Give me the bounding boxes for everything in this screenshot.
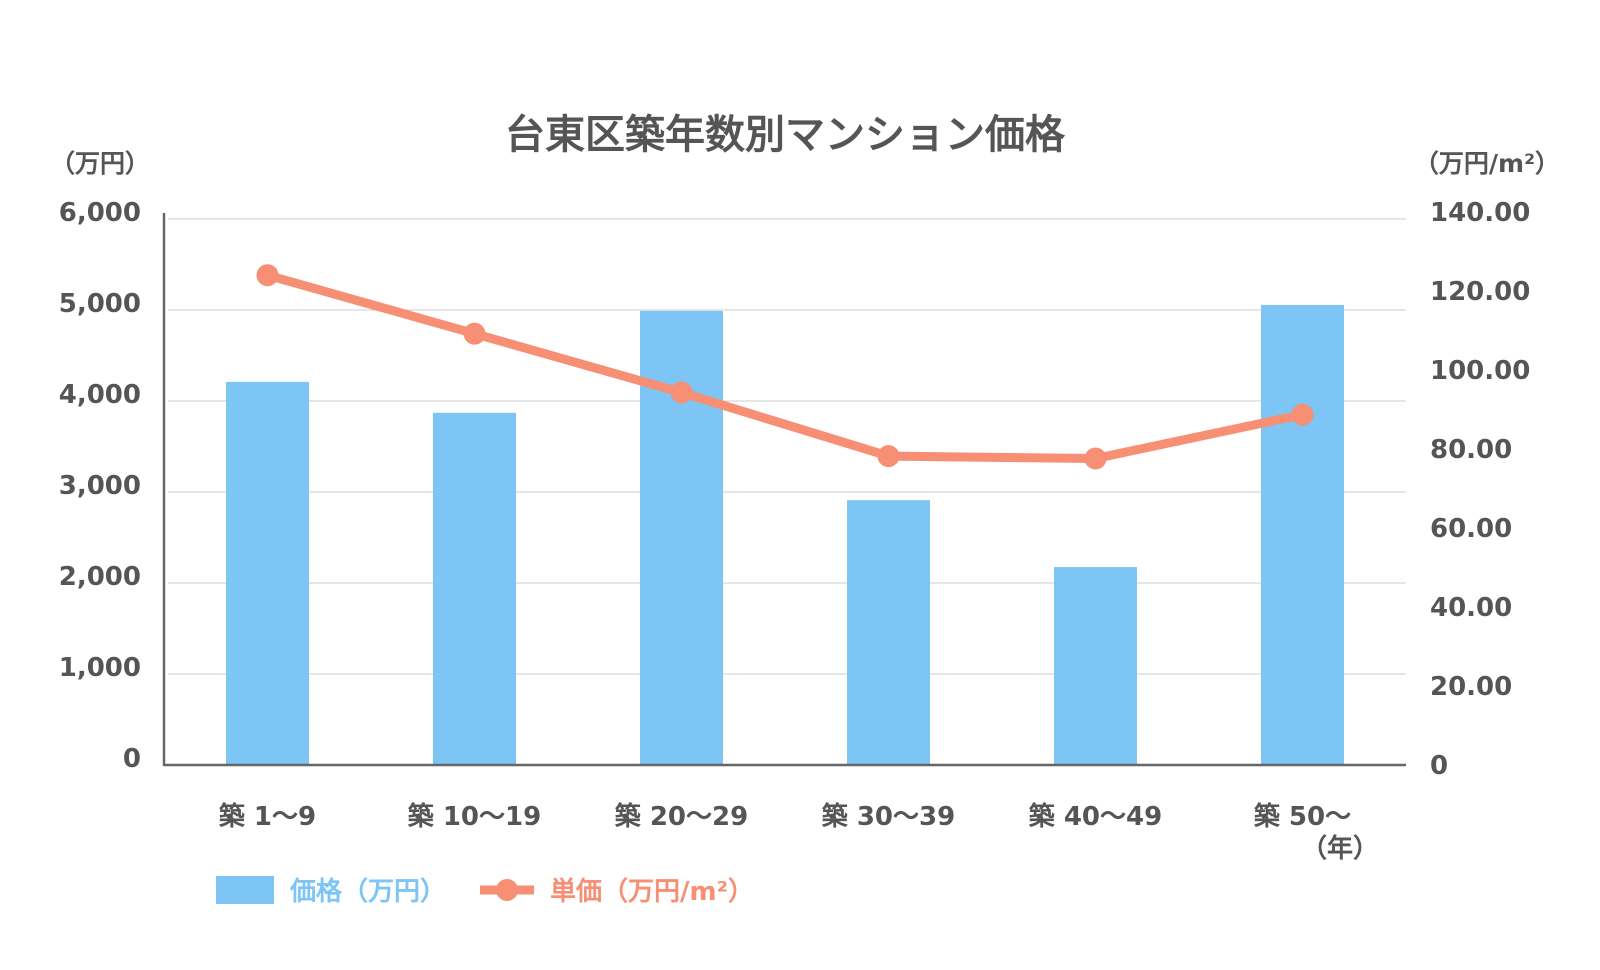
line-series — [256, 264, 1314, 470]
right-tick-label: 20.00 — [1430, 672, 1512, 702]
left-tick-label: 4,000 — [59, 380, 141, 410]
axes — [162, 213, 1406, 767]
legend-swatch-unit-price-marker — [496, 879, 518, 901]
legend-swatch-price — [216, 876, 274, 904]
unit-price-point — [256, 264, 279, 287]
right-tick-label: 140.00 — [1430, 198, 1530, 228]
right-tick-label: 80.00 — [1430, 435, 1512, 465]
bar-series — [226, 304, 1344, 765]
unit-price-point — [670, 381, 693, 404]
bar — [1261, 304, 1344, 765]
right-tick-label: 120.00 — [1430, 277, 1530, 307]
left-tick-label: 3,000 — [59, 471, 141, 501]
chart-title: 台東区築年数別マンション価格 — [505, 112, 1066, 158]
right-axis-unit: （万円/m²） — [1414, 149, 1560, 178]
bar — [226, 381, 309, 765]
left-tick-label: 6,000 — [59, 198, 141, 228]
x-tick-label: 築 20〜29 — [614, 801, 748, 832]
bar — [847, 500, 930, 765]
x-tick-label: 築 1〜9 — [218, 801, 316, 832]
x-tick-label: 築 30〜39 — [821, 801, 955, 832]
unit-price-point — [463, 322, 486, 345]
right-tick-label: 0 — [1430, 751, 1448, 781]
left-tick-label: 0 — [123, 744, 141, 774]
unit-price-line — [266, 270, 1304, 463]
bar — [640, 310, 723, 765]
left-axis-unit: （万円） — [50, 149, 150, 178]
x-tick-label: 築 40〜49 — [1028, 801, 1162, 832]
x-tick-label: 築 10〜19 — [407, 801, 541, 832]
bar — [1054, 567, 1137, 765]
x-tick-label: 築 50〜 — [1253, 801, 1351, 832]
x-axis-unit: （年） — [1301, 833, 1379, 864]
left-tick-label: 2,000 — [59, 562, 141, 592]
left-axis-ticks: 0 1,000 2,000 3,000 4,000 5,000 6,000 — [59, 198, 141, 774]
right-tick-label: 60.00 — [1430, 514, 1512, 544]
right-axis-ticks: 0 20.00 40.00 60.00 80.00 100.00 120.00 140.00 — [1430, 198, 1530, 781]
left-tick-label: 1,000 — [59, 653, 141, 683]
legend-label-unit-price: 単価（万円/m²） — [550, 877, 754, 907]
right-tick-label: 100.00 — [1430, 356, 1530, 386]
unit-price-point — [877, 445, 900, 468]
right-tick-label: 40.00 — [1430, 593, 1512, 623]
left-tick-label: 5,000 — [59, 289, 141, 319]
bar — [433, 412, 516, 765]
x-axis-labels: 築 1〜9 築 10〜19 築 20〜29 築 30〜39 築 40〜49 築 50〜 — [218, 801, 1351, 832]
unit-price-point — [1291, 403, 1314, 426]
gridlines — [168, 218, 1406, 675]
legend: 価格（万円） 単価（万円/m²） — [216, 876, 754, 907]
legend-label-price: 価格（万円） — [289, 876, 446, 907]
unit-price-point — [1084, 447, 1107, 470]
